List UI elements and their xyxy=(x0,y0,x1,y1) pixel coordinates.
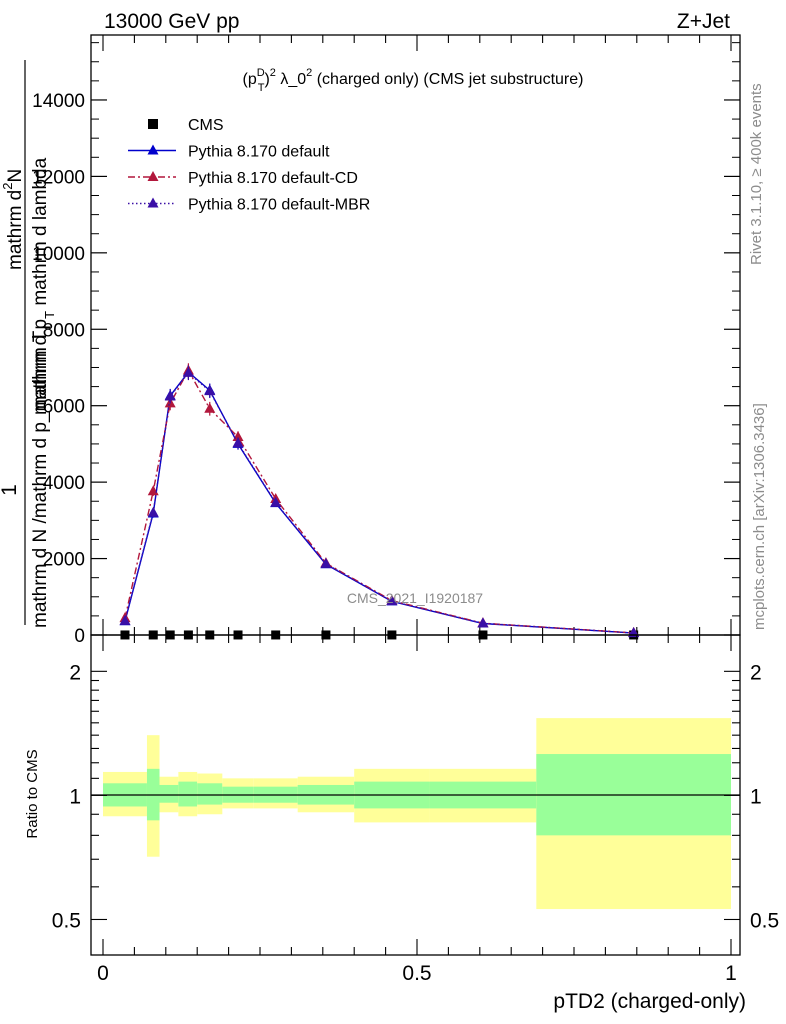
ratio-plot-frame xyxy=(90,634,741,956)
analysis-watermark: CMS_2021_I1920187 xyxy=(347,590,483,606)
plot-title-sup-d: D xyxy=(257,67,265,79)
ratio-y-tick-label-right: 2 xyxy=(750,661,762,684)
y-label-numerator: mathrm d2N xyxy=(0,169,26,270)
series-marker xyxy=(204,385,216,396)
ratio-y-tick-label-right: 0.5 xyxy=(750,909,779,932)
x-axis-label: pTD2 (charged-only) xyxy=(553,990,746,1013)
legend-marker xyxy=(147,171,159,181)
x-tick-label: 1 xyxy=(725,962,737,985)
plot-title-sup-2b: 2 xyxy=(306,67,312,79)
legend-marker-cms xyxy=(148,119,158,129)
y-label-numerator-mid: mathrm d pT mathrm d lambda xyxy=(30,157,57,415)
legend: CMS Pythia 8.170 default Pythia 8.170 defa… xyxy=(128,117,370,214)
y-label-numerator-d: mathrm d xyxy=(5,190,26,270)
series-marker xyxy=(320,557,332,568)
legend-entry-label: Pythia 8.170 default-CD xyxy=(188,170,358,187)
x-tick-label: 0 xyxy=(97,962,109,985)
series-marker xyxy=(232,437,244,448)
series-marker xyxy=(270,496,282,507)
ratio-axis-ticks xyxy=(91,635,740,955)
series-marker xyxy=(164,390,176,401)
main-axis-ticks xyxy=(91,35,740,636)
legend-entry-label: Pythia 8.170 default-MBR xyxy=(188,197,370,214)
main-y-tick-label: 2000 xyxy=(43,550,85,571)
y-label-one: 1 xyxy=(0,484,21,496)
plot-title-mid: λ_0 xyxy=(276,71,306,88)
main-y-tick-label: 8000 xyxy=(43,320,85,341)
ratio-y-tick-label-right: 1 xyxy=(750,785,762,808)
y-label-mid-dp: mathrm d p xyxy=(30,319,51,415)
legend-entry-label: CMS xyxy=(188,117,224,134)
plot-title-post: (charged only) (CMS jet substructure) xyxy=(312,71,583,88)
series-marker xyxy=(182,366,194,377)
y-label-numerator-n: N xyxy=(5,169,26,183)
rivet-caption: Rivet 3.1.10, ≥ 400k events xyxy=(748,83,765,265)
ratio-y-label: Ratio to CMS xyxy=(24,749,41,838)
y-label-mid-tail: mathrm d lambda xyxy=(30,157,51,311)
stat-uncertainty-band xyxy=(178,781,198,807)
ratio-y-tick-label: 2 xyxy=(69,661,81,684)
main-y-axis-label: 1 mathrm d N /mathrm d p_mathrm T mathrm… xyxy=(0,60,57,628)
main-y-tick-label: 6000 xyxy=(43,397,85,418)
plot-title-sup-2: 2 xyxy=(270,67,276,79)
y-label-denominator: mathrm d N /mathrm d p_mathrm T xyxy=(30,330,51,628)
x-tick-label: 0.5 xyxy=(402,962,431,985)
series-marker xyxy=(477,617,489,628)
main-y-tick-label: 10000 xyxy=(32,244,85,265)
series-marker xyxy=(147,485,159,496)
main-y-tick-labels: 0 2000 4000 6000 8000 10000 12000 14000 xyxy=(32,91,85,647)
stat-uncertainty-band xyxy=(159,784,179,803)
ratio-tick-labels: 0.5 0.5 1 1 2 2 0 0.5 1 xyxy=(52,661,779,985)
series-marker xyxy=(147,506,159,517)
ratio-y-tick-label: 0.5 xyxy=(52,909,81,932)
y-label-mid-sub: T xyxy=(42,311,57,319)
legend-entry-label: Pythia 8.170 default xyxy=(188,144,330,161)
main-y-tick-label: 12000 xyxy=(32,167,85,188)
plot-title-pre: (p xyxy=(243,71,257,88)
plot-title: (pD T)2 λ_02 (charged only) (CMS jet subs… xyxy=(243,67,584,94)
plot-title-close: ) xyxy=(264,71,269,88)
series-marker xyxy=(386,595,398,606)
legend-marker xyxy=(147,197,159,208)
main-y-tick-label: 0 xyxy=(74,626,85,647)
main-y-tick-label: 4000 xyxy=(43,473,85,494)
legend-marker xyxy=(147,144,159,155)
y-label-numerator-sup: 2 xyxy=(0,183,15,190)
series-marker xyxy=(119,614,131,625)
ratio-uncertainty-bands xyxy=(103,718,731,910)
plot-title-sub-t: T xyxy=(258,82,265,94)
mcplots-caption: mcplots.cern.ch [arXiv:1306.3436] xyxy=(751,403,768,630)
stat-uncertainty-band xyxy=(197,783,223,805)
series-marker xyxy=(204,402,216,413)
ratio-y-tick-label: 1 xyxy=(69,785,81,808)
header-energy-label: 13000 GeV pp xyxy=(104,10,239,33)
main-y-tick-label: 14000 xyxy=(32,91,85,112)
header-process-label: Z+Jet xyxy=(677,10,730,33)
